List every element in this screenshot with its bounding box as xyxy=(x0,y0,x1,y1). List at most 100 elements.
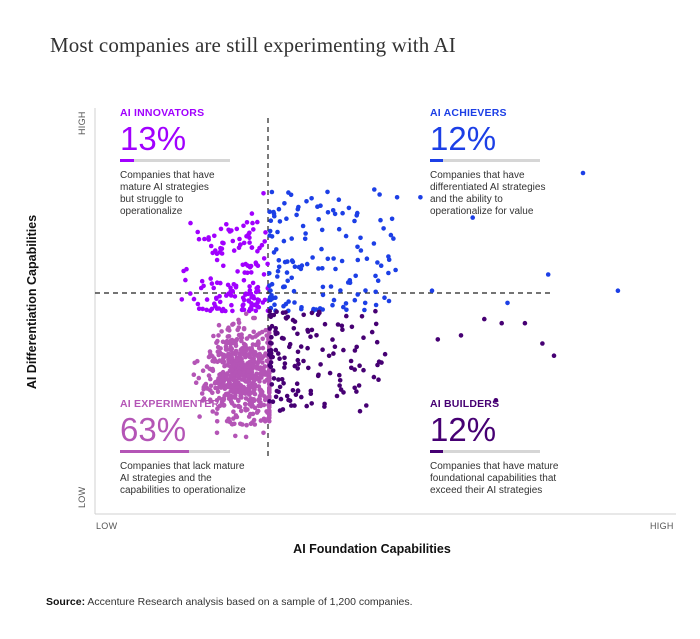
ai-builders-point xyxy=(305,327,310,333)
ai-innovators-point xyxy=(263,230,268,235)
ai-innovators-point xyxy=(211,285,216,291)
ai-experimenters-point xyxy=(256,346,262,351)
ai-builders-point xyxy=(295,331,300,337)
ai-experimenters-point xyxy=(251,417,257,423)
ai-experimenters-point xyxy=(234,414,240,420)
ai-experimenters-point xyxy=(252,387,257,392)
ai-experimenters-point xyxy=(236,404,241,409)
ai-experimenters-point xyxy=(256,403,262,409)
ai-builders-point xyxy=(499,320,505,326)
ai-experimenters-point xyxy=(246,392,252,397)
ai-experimenters-point xyxy=(252,350,258,355)
quadrant-share-fill xyxy=(430,159,444,162)
ai-experimenters-point xyxy=(243,311,249,317)
ai-builders-point xyxy=(337,378,343,383)
ai-innovators-point xyxy=(228,293,234,298)
source-label: Source: xyxy=(46,596,86,608)
ai-achievers-point xyxy=(375,278,381,284)
ai-innovators-point xyxy=(202,236,207,242)
ai-achievers-point xyxy=(378,263,384,269)
ai-experimenters-point xyxy=(246,373,251,379)
ai-builders-point xyxy=(267,399,272,404)
ai-innovators-point xyxy=(221,240,226,246)
ai-experimenters-point xyxy=(256,397,261,402)
ai-innovators-point xyxy=(255,249,260,254)
ai-experimenters-point xyxy=(214,411,219,416)
ai-innovators-point xyxy=(214,251,220,256)
ai-builders-point xyxy=(315,373,321,379)
quadrant-description: Companies that have differentiated AI st… xyxy=(430,170,580,218)
ai-builders-point xyxy=(277,384,283,390)
ai-experimenters-point xyxy=(233,392,238,398)
ai-experimenters-point xyxy=(197,414,202,419)
ai-achievers-point xyxy=(355,244,360,250)
ai-experimenters-point xyxy=(202,383,207,388)
ai-experimenters-point xyxy=(245,407,250,412)
ai-experimenters-point xyxy=(251,329,256,335)
ai-builders-point xyxy=(374,339,380,345)
ai-builders-point xyxy=(267,340,273,346)
ai-experimenters-point xyxy=(246,378,251,383)
ai-experimenters-point xyxy=(246,397,251,403)
quadrant-name: AI EXPERIMENTERS xyxy=(120,398,227,410)
ai-experimenters-point xyxy=(196,375,202,381)
ai-builders-point xyxy=(540,341,545,346)
ai-experimenters-point xyxy=(225,327,230,332)
quadrant-name: AI INNOVATORS xyxy=(120,107,205,119)
ai-achievers-point xyxy=(363,288,368,293)
x-axis-label: AI Foundation Capabilities xyxy=(293,542,451,556)
ai-builders-point xyxy=(349,324,355,330)
ai-experimenters-point xyxy=(216,322,222,328)
quadrant-percentage: 12% xyxy=(430,411,497,448)
ai-experimenters-point xyxy=(246,368,251,374)
ai-experimenters-point xyxy=(259,389,265,395)
ai-innovators-point xyxy=(230,238,236,244)
ai-innovators-point xyxy=(265,261,270,267)
ai-builders-point xyxy=(292,363,298,369)
ai-experimenters-point xyxy=(262,419,268,424)
ai-innovators-point xyxy=(247,288,253,293)
ai-achievers-point xyxy=(296,204,301,210)
ai-experimenters-point xyxy=(213,379,218,385)
ai-experimenters-point xyxy=(215,344,221,350)
ai-experimenters-point xyxy=(247,333,253,339)
ai-experimenters-point xyxy=(260,336,266,342)
ai-builders-point xyxy=(352,367,358,372)
ai-achievers-point xyxy=(336,197,342,202)
quadrant-description: Companies that have mature foundational … xyxy=(430,461,580,497)
ai-innovators-point xyxy=(206,235,211,240)
ai-achievers-point xyxy=(316,266,321,271)
ai-experimenters-point xyxy=(267,418,272,424)
ai-innovators-point xyxy=(195,229,200,235)
ai-builders-point xyxy=(326,353,332,359)
ai-experimenters-point xyxy=(224,338,230,344)
ai-achievers-point xyxy=(273,295,278,301)
ai-experimenters-point xyxy=(241,390,247,396)
ai-builders-point xyxy=(295,357,301,363)
ai-builders-point xyxy=(308,334,313,340)
ai-innovators-point xyxy=(208,308,213,314)
ai-experimenters-point xyxy=(242,401,248,407)
ai-builders-point xyxy=(291,326,297,331)
ai-achievers-point xyxy=(372,187,377,192)
quadrant-share-bar xyxy=(120,450,230,453)
ai-experimenters-point xyxy=(248,411,253,417)
ai-experimenters-point xyxy=(226,360,231,365)
ai-innovators-point xyxy=(212,233,217,239)
ai-innovators-point xyxy=(240,306,245,312)
ai-achievers-point xyxy=(382,295,387,301)
ai-achievers-point xyxy=(381,226,386,231)
ai-achievers-point xyxy=(332,211,338,217)
ai-achievers-point xyxy=(309,196,314,201)
ai-experimenters-point xyxy=(233,338,239,343)
ai-builders-point xyxy=(376,377,381,383)
ai-achievers-point xyxy=(429,288,435,294)
ai-achievers-point xyxy=(268,297,274,303)
ai-experimenters-point xyxy=(254,410,260,415)
ai-experimenters-point xyxy=(222,386,228,392)
ai-experimenters-point xyxy=(236,320,242,326)
ai-builders-point xyxy=(435,337,441,342)
ai-innovators-point xyxy=(249,245,255,250)
ai-achievers-point xyxy=(291,288,297,294)
ai-innovators-point xyxy=(199,278,205,284)
